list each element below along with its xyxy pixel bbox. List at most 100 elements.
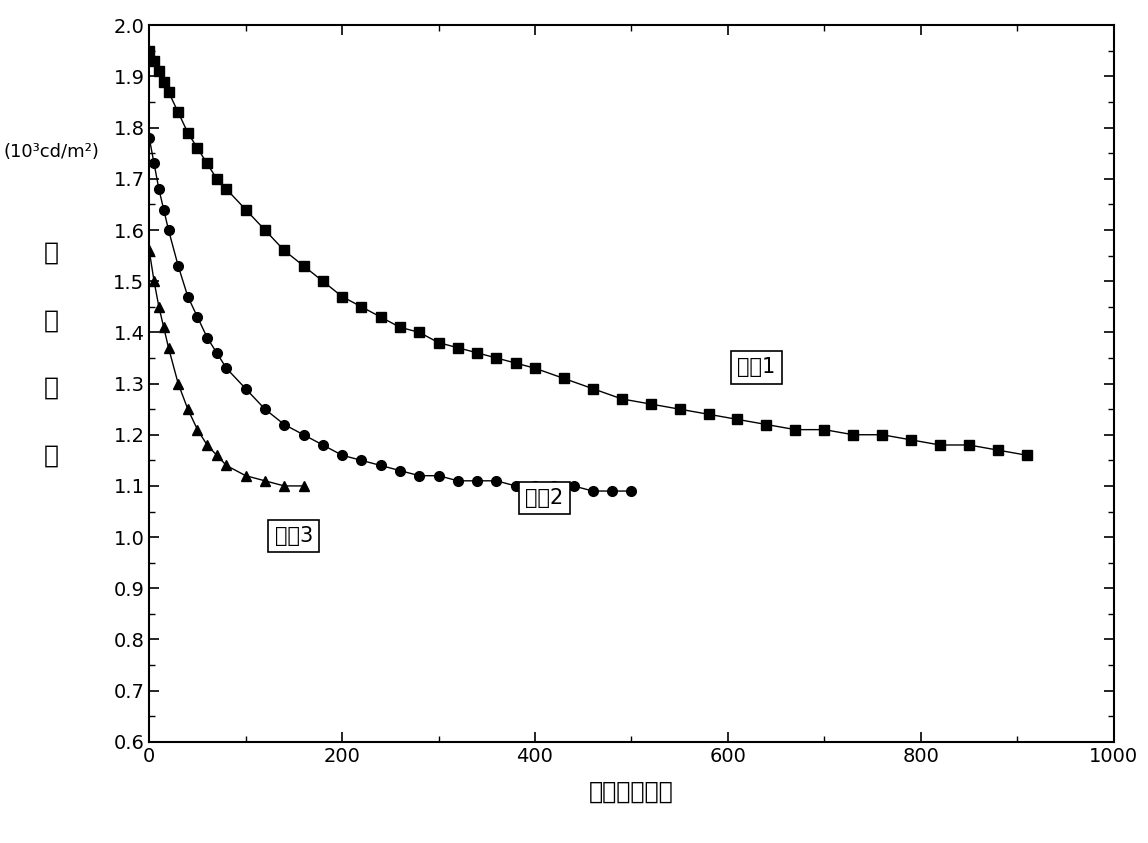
曲线1 [789, 425, 802, 435]
曲线1 [644, 399, 658, 409]
曲线1 [412, 327, 426, 337]
曲线1 [615, 394, 629, 404]
曲线3 [147, 277, 161, 287]
曲线1 [528, 363, 542, 373]
曲线2 [471, 475, 484, 486]
曲线2 [296, 430, 310, 440]
曲线2 [528, 481, 542, 491]
曲线1 [335, 292, 349, 302]
曲线2 [200, 332, 214, 342]
曲线3 [219, 460, 233, 470]
曲线1 [730, 414, 744, 424]
曲线3 [200, 440, 214, 450]
曲线1 [875, 430, 889, 440]
曲线1 [585, 384, 599, 394]
Text: 曲线1: 曲线1 [737, 357, 776, 378]
曲线1 [157, 77, 171, 87]
曲线2 [316, 440, 329, 450]
曲线1 [296, 260, 310, 271]
曲线1 [142, 46, 156, 56]
曲线2 [393, 465, 406, 475]
曲线3 [152, 302, 165, 312]
曲线1 [219, 184, 233, 194]
曲线1 [451, 342, 465, 352]
曲线3 [191, 425, 204, 435]
曲线1 [991, 445, 1004, 455]
Text: 光: 光 [44, 309, 60, 332]
曲线2 [451, 475, 465, 486]
曲线3 [296, 481, 310, 491]
Text: 曲线2: 曲线2 [526, 488, 564, 507]
曲线1 [701, 409, 715, 419]
曲线1 [760, 420, 774, 430]
曲线1 [316, 277, 329, 287]
曲线2 [548, 481, 561, 491]
曲线1 [471, 348, 484, 358]
曲线1 [152, 67, 165, 77]
曲线3 [142, 245, 156, 255]
曲线1 [489, 353, 503, 363]
Text: 度: 度 [44, 443, 60, 467]
Text: 曲线3: 曲线3 [274, 526, 313, 546]
曲线2 [374, 460, 388, 470]
曲线2 [162, 225, 176, 235]
曲线1 [181, 127, 195, 137]
曲线1 [147, 56, 161, 66]
曲线1 [962, 440, 976, 450]
曲线1 [200, 158, 214, 169]
曲线2 [335, 450, 349, 460]
Text: 发: 发 [44, 241, 60, 265]
曲线1 [673, 404, 687, 414]
曲线1 [846, 430, 860, 440]
曲线1 [933, 440, 947, 450]
曲线1 [239, 205, 253, 215]
曲线1 [905, 435, 918, 445]
曲线2 [157, 205, 171, 215]
曲线1 [557, 373, 571, 384]
曲线2 [219, 363, 233, 373]
曲线3 [278, 481, 292, 491]
曲线2 [278, 420, 292, 430]
曲线1 [258, 225, 272, 235]
曲线3 [157, 322, 171, 332]
曲线1 [278, 245, 292, 255]
曲线2 [625, 486, 638, 496]
曲线3 [162, 342, 176, 352]
曲线2 [142, 133, 156, 143]
曲线1 [509, 358, 522, 368]
曲线2 [147, 158, 161, 169]
曲线2 [239, 384, 253, 394]
曲线2 [432, 470, 445, 481]
曲线2 [412, 470, 426, 481]
曲线3 [171, 379, 185, 389]
Text: (10³cd/m²): (10³cd/m²) [3, 142, 100, 161]
曲线1 [210, 174, 224, 184]
曲线2 [258, 404, 272, 414]
Line: 曲线1: 曲线1 [145, 46, 1032, 460]
曲线2 [585, 486, 599, 496]
曲线2 [210, 348, 224, 358]
曲线3 [239, 470, 253, 481]
曲线1 [191, 143, 204, 153]
曲线2 [152, 184, 165, 194]
Text: 强: 强 [44, 376, 60, 400]
曲线2 [181, 292, 195, 302]
曲线1 [393, 322, 406, 332]
曲线3 [210, 450, 224, 460]
曲线1 [355, 302, 369, 312]
曲线1 [817, 425, 831, 435]
曲线2 [191, 312, 204, 322]
曲线2 [605, 486, 619, 496]
Line: 曲线2: 曲线2 [145, 133, 636, 496]
曲线3 [258, 475, 272, 486]
曲线1 [162, 87, 176, 97]
曲线2 [509, 481, 522, 491]
曲线2 [489, 475, 503, 486]
曲线1 [432, 337, 445, 347]
X-axis label: 时间（小时）: 时间（小时） [589, 780, 674, 803]
曲线1 [374, 312, 388, 322]
曲线2 [567, 481, 581, 491]
曲线2 [355, 455, 369, 465]
Line: 曲线3: 曲线3 [145, 245, 309, 491]
曲线3 [181, 404, 195, 414]
